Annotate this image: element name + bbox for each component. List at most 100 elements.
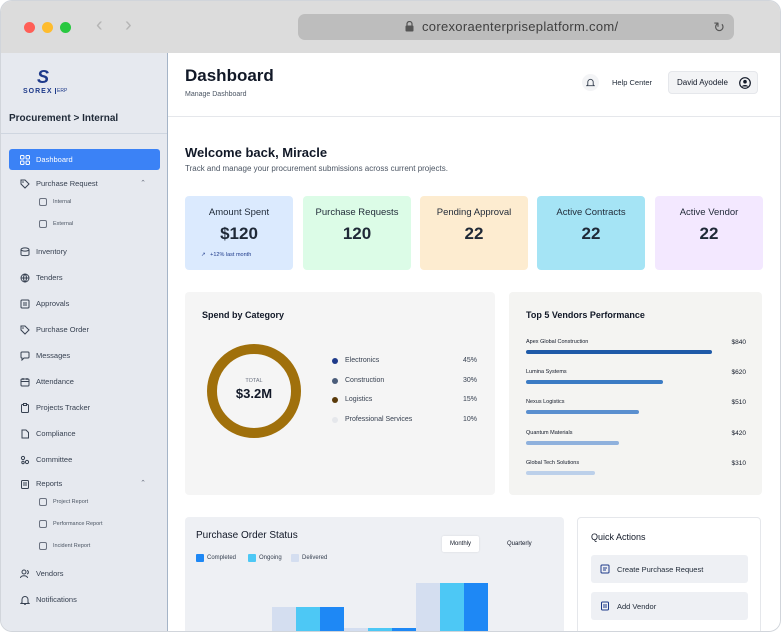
- legend-delivered: Delivered: [291, 554, 327, 562]
- calendar-icon: [19, 376, 30, 387]
- legend-ongoing: Ongoing: [248, 554, 282, 562]
- kpi-card-amount-spent[interactable]: Amount Spent $120 ↗ +12% last month: [185, 196, 293, 270]
- users-icon: [19, 568, 30, 579]
- quick-actions-card: Quick Actions Create Purchase Request Ad…: [577, 517, 761, 631]
- document-plus-icon: [600, 564, 610, 574]
- chevron-up-icon[interactable]: ⌃: [140, 480, 146, 487]
- kpi-card-purchase-requests[interactable]: Purchase Requests 120: [303, 196, 411, 270]
- reload-icon[interactable]: ↻: [713, 19, 725, 35]
- sidebar: S SOREX ERP Procurement > Internal Dashb…: [1, 53, 168, 631]
- document-icon: [19, 428, 30, 439]
- bell-icon: [586, 78, 595, 87]
- sidebar-divider: [1, 133, 167, 134]
- purchase-order-status-card: Purchase Order Status Completed Ongoing …: [185, 517, 564, 631]
- page-subtitle: Manage Dashboard: [185, 91, 247, 98]
- sidebar-item-compliance[interactable]: Compliance: [9, 423, 160, 444]
- main-content: Dashboard Manage Dashboard Help Center D…: [168, 53, 780, 631]
- toggle-monthly[interactable]: Monthly: [442, 536, 480, 552]
- address-bar[interactable]: corexoraenterpriseplatform.com/ ↻: [298, 14, 734, 40]
- grid-box-icon: [39, 220, 47, 228]
- welcome-title: Welcome back, Miracle: [185, 145, 328, 160]
- vendor-bar: [526, 380, 663, 384]
- vendor-row[interactable]: Lumina Systems $620: [526, 369, 746, 393]
- report-icon: [39, 542, 47, 550]
- purchase-order-bar-chart: [272, 583, 488, 631]
- bar-completed: [464, 583, 488, 631]
- legend-completed: Completed: [196, 554, 236, 562]
- sidebar-item-projects-tracker[interactable]: Projects Tracker: [9, 397, 160, 418]
- sidebar-subitem-internal[interactable]: Internal: [39, 195, 71, 209]
- bar-completed: [320, 607, 344, 631]
- create-purchase-request-button[interactable]: Create Purchase Request: [591, 555, 748, 583]
- sidebar-item-vendors[interactable]: Vendors: [9, 563, 160, 584]
- bar-ongoing: [440, 583, 464, 631]
- page-title: Dashboard: [185, 66, 274, 85]
- trend-up-icon: ↗: [201, 252, 206, 258]
- sidebar-subitem-project-report[interactable]: Project Report: [39, 495, 88, 509]
- sidebar-item-attendance[interactable]: Attendance: [9, 371, 160, 392]
- spend-by-category-card: Spend by Category TOTAL $3.2M Electronic…: [185, 292, 495, 495]
- sidebar-subitem-incident-report[interactable]: Incident Report: [39, 539, 90, 553]
- sidebar-item-messages[interactable]: Messages: [9, 345, 160, 366]
- sidebar-subitem-performance-report[interactable]: Performance Report: [39, 517, 103, 531]
- sidebar-item-committee[interactable]: Committee: [9, 449, 160, 470]
- box-icon: [39, 198, 47, 206]
- sidebar-item-notifications[interactable]: Notifications: [9, 589, 160, 610]
- minimize-window-button[interactable]: [42, 22, 53, 33]
- user-menu-button[interactable]: David Ayodele: [668, 71, 758, 94]
- sidebar-item-tenders[interactable]: Tenders: [9, 267, 160, 288]
- trend-indicator: ↗ +12% last month: [201, 252, 252, 258]
- back-arrow-icon[interactable]: ‹: [96, 14, 103, 36]
- globe-icon: [19, 272, 30, 283]
- welcome-subtitle: Track and manage your procurement submis…: [185, 164, 448, 173]
- vendor-bar: [526, 350, 712, 354]
- bar-delivered: [416, 583, 440, 631]
- sidebar-item-dashboard[interactable]: Dashboard: [9, 149, 160, 170]
- kpi-card-active-contracts[interactable]: Active Contracts 22: [537, 196, 645, 270]
- notification-bell-button[interactable]: [582, 74, 599, 91]
- sidebar-item-reports[interactable]: Reports ⌃: [9, 473, 160, 494]
- avatar-icon: [739, 77, 751, 89]
- spend-donut-chart: [207, 344, 301, 438]
- chevron-up-icon[interactable]: ⌃: [140, 180, 146, 187]
- vendor-row[interactable]: Apex Global Construction $840: [526, 339, 746, 363]
- report-icon: [39, 498, 47, 506]
- spend-total-value: $3.2M: [235, 386, 273, 401]
- legend-item: Construction 30%: [332, 377, 477, 387]
- bell-icon: [19, 594, 30, 605]
- close-window-button[interactable]: [24, 22, 35, 33]
- tag-icon: [19, 324, 30, 335]
- tag-icon: [19, 178, 30, 189]
- sidebar-subitem-external[interactable]: External: [39, 217, 73, 231]
- top-header: Dashboard Manage Dashboard Help Center D…: [168, 53, 780, 117]
- vendor-row[interactable]: Global Tech Solutions $310: [526, 460, 746, 484]
- maximize-window-button[interactable]: [60, 22, 71, 33]
- forward-arrow-icon[interactable]: ›: [125, 14, 132, 36]
- add-vendor-button[interactable]: Add Vendor: [591, 592, 748, 620]
- report-icon: [39, 520, 47, 528]
- kpi-card-pending-approval[interactable]: Pending Approval 22: [420, 196, 528, 270]
- sidebar-item-approvals[interactable]: Approvals: [9, 293, 160, 314]
- legend-item: Electronics 45%: [332, 357, 477, 367]
- help-center-link[interactable]: Help Center: [612, 78, 653, 87]
- sidebar-item-purchase-order[interactable]: Purchase Order: [9, 319, 160, 340]
- toggle-quarterly[interactable]: Quarterly: [507, 541, 532, 547]
- vendor-row[interactable]: Nexus Logistics $510: [526, 399, 746, 423]
- legend-item: Professional Services 10%: [332, 416, 477, 426]
- bar-delivered: [272, 607, 296, 631]
- chat-icon: [19, 350, 30, 361]
- vendor-bar: [526, 471, 595, 475]
- user-name: David Ayodele: [677, 78, 728, 87]
- sorex-logo[interactable]: S SOREX ERP: [23, 67, 68, 95]
- bar-completed: [392, 628, 416, 631]
- vendor-bar: [526, 410, 639, 414]
- sidebar-item-inventory[interactable]: Inventory: [9, 241, 160, 262]
- vendor-bar: [526, 441, 619, 445]
- grid-icon: [19, 154, 30, 165]
- sidebar-item-purchase-request[interactable]: Purchase Request ⌃: [9, 173, 160, 194]
- lock-icon: [405, 21, 414, 32]
- bar-delivered: [344, 628, 368, 631]
- vendor-row[interactable]: Quantum Materials $420: [526, 430, 746, 454]
- kpi-card-active-vendor[interactable]: Active Vendor 22: [655, 196, 763, 270]
- folder-icon: [19, 478, 30, 489]
